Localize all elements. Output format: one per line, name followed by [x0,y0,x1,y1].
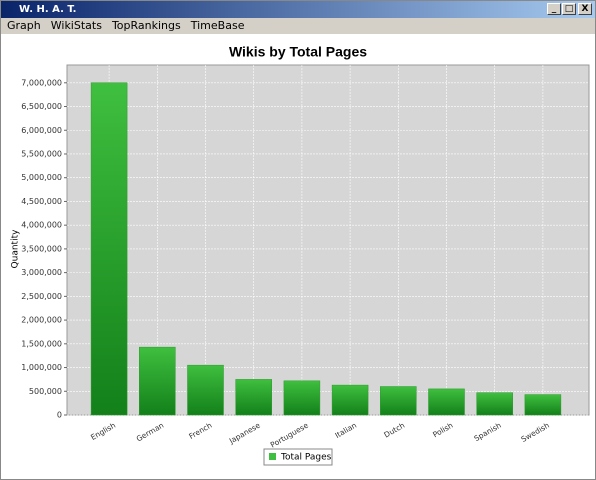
chart-title: Wikis by Total Pages [229,44,367,60]
menu-bar: Graph WikiStats TopRankings TimeBase [1,18,595,34]
y-tick-label: 1,000,000 [21,363,62,372]
x-tick-label: English [89,421,117,442]
bar [428,388,465,416]
legend: Total Pages [263,448,333,466]
bar [524,394,562,416]
x-tick-label: Spanish [473,421,503,444]
minimize-button[interactable]: _ [547,3,561,15]
bar [235,379,272,416]
menu-item[interactable]: Graph [7,19,41,32]
y-tick-label: 2,500,000 [21,292,62,301]
y-tick-label: 3,500,000 [21,244,62,253]
menu-item[interactable]: WikiStats [50,19,102,32]
y-axis-label: Quantity [11,229,21,269]
x-tick-label: Italian [333,421,358,441]
chart: Wikis by Total Pages Quantity 0 500,000 1,… [11,44,590,466]
y-tick-label: 500,000 [29,387,62,396]
legend-swatch [269,453,276,460]
bar [380,386,417,416]
y-tick-label: 3,000,000 [21,268,62,277]
maximize-button[interactable]: □ [562,3,576,15]
y-tick-label: 5,500,000 [21,149,62,158]
x-tick-label: Swedish [520,421,552,444]
legend-box [263,448,333,466]
bar [283,380,321,416]
y-tick-label: 0 [57,411,62,420]
x-tick-label: Polish [431,421,454,440]
x-tick-label: Japanese [227,420,262,446]
bar [90,82,128,416]
y-tick-label: 4,000,000 [21,221,62,230]
y-tick-label: 4,500,000 [21,197,62,206]
y-tick-label: 6,500,000 [21,102,62,111]
y-tick-label: 7,000,000 [21,78,62,87]
y-tick-label: 2,000,000 [21,316,62,325]
title-bar: W. H. A. T. _ □ X [1,1,595,18]
bar [187,364,224,416]
x-tick-label: Dutch [382,421,406,440]
bar [331,384,369,416]
y-tick-label: 6,000,000 [21,126,62,135]
y-tick-label: 1,500,000 [21,339,62,348]
x-tick-label: Portuguese [269,420,310,449]
x-tick-label: German [135,421,166,444]
menu-item[interactable]: TimeBase [190,19,245,32]
close-button[interactable]: X [578,3,592,15]
menu-item[interactable]: TopRankings [111,19,181,32]
y-tick-label: 5,000,000 [21,173,62,182]
legend-label: Total Pages [280,453,332,463]
bar [139,346,176,416]
bar [476,392,513,416]
window-title: W. H. A. T. [19,4,77,15]
x-tick-label: French [187,421,213,441]
